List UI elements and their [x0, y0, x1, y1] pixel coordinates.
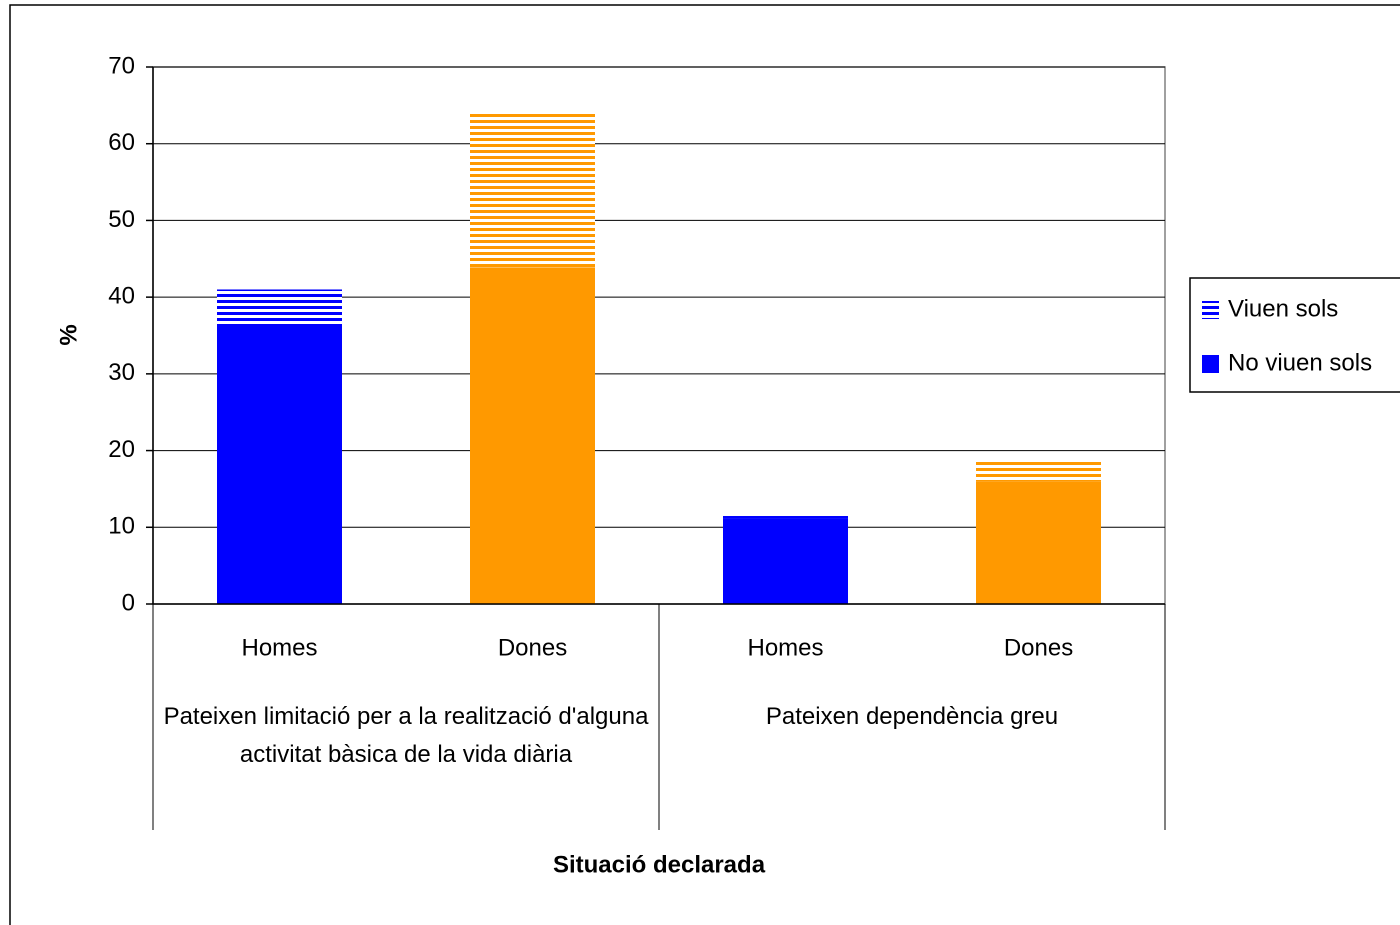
legend-box [1189, 277, 1400, 393]
bar-segment [976, 459, 1101, 482]
legend-label: Viuen sols [1228, 295, 1338, 322]
legend-label: No viuen sols [1228, 349, 1372, 376]
y-tick-label: 70 [108, 52, 135, 79]
bar-segment [217, 323, 342, 604]
x-tick-label: Dones [498, 634, 567, 661]
bar-segment [470, 112, 595, 268]
y-tick-label: 40 [108, 282, 135, 309]
y-tick-label: 50 [108, 206, 135, 233]
y-tick-label: 30 [108, 359, 135, 386]
y-tick-label: 60 [108, 129, 135, 156]
x-tick-label: Homes [241, 634, 317, 661]
bar-segment [217, 289, 342, 324]
bar-segment [470, 267, 595, 604]
y-tick-label: 10 [108, 513, 135, 540]
x-tick-label: Homes [747, 634, 823, 661]
bar-segment [723, 514, 848, 519]
y-axis-title: % [55, 324, 82, 345]
y-tick-label: 20 [108, 436, 135, 463]
legend-swatch [1202, 355, 1219, 373]
group-label: Pateixen limitació per a la realització … [163, 703, 649, 768]
group-label: Pateixen dependència greu [765, 703, 1059, 730]
legend-swatch [1202, 301, 1219, 319]
x-tick-label: Dones [1004, 634, 1073, 661]
bar-segment [723, 518, 848, 604]
y-tick-label: 0 [122, 589, 135, 616]
x-axis-title: Situació declarada [553, 851, 766, 878]
bar-segment [976, 481, 1101, 604]
